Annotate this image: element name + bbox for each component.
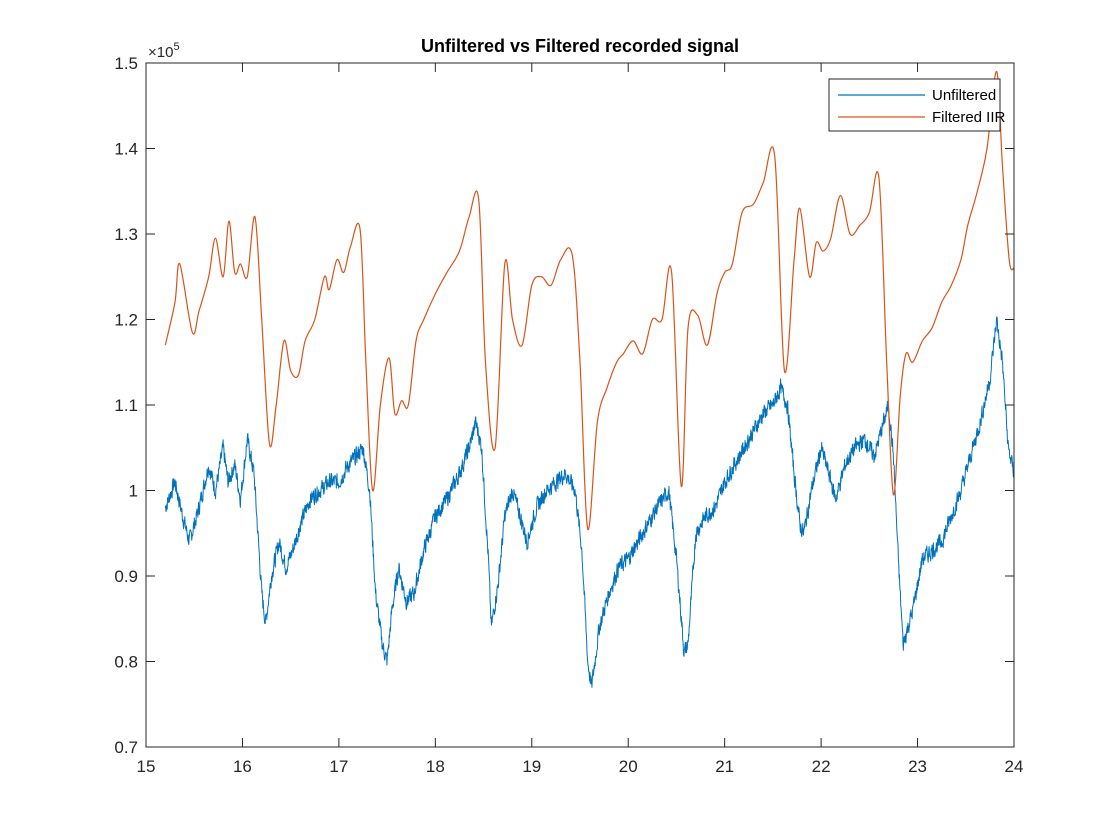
legend-label-unfiltered: Unfiltered: [932, 87, 996, 104]
x-tick-label: 19: [522, 757, 541, 776]
y-axis: 0.7 0.8 0.9 1 1.1 1.2 1.3 1.4 1.5: [114, 54, 1014, 757]
y-tick-label: 0.9: [114, 567, 138, 586]
x-tick-label: 23: [908, 757, 927, 776]
series-line-unfiltered: [164, 316, 1015, 688]
series-line-filtered-iir: [164, 70, 1015, 531]
legend[interactable]: Unfiltered Filtered IIR: [828, 78, 1006, 132]
y-tick-label: 1.5: [114, 54, 138, 73]
y-tick-label: 1: [129, 482, 138, 501]
y-tick-label: 1.3: [114, 225, 138, 244]
y-exponent-label: ×105: [148, 41, 180, 61]
y-tick-label: 1.2: [114, 311, 138, 330]
series-layer: [164, 70, 1015, 688]
x-axis: 15 16 17 18 19 20 21 22 23 24: [137, 63, 1024, 776]
x-tick-label: 18: [426, 757, 445, 776]
x-tick-label: 20: [619, 757, 638, 776]
y-tick-label: 1.4: [114, 140, 138, 159]
y-exponent-power: 5: [173, 41, 179, 53]
legend-label-filtered-iir: Filtered IIR: [932, 109, 1006, 126]
chart-title: Unfiltered vs Filtered recorded signal: [421, 36, 739, 56]
y-tick-label: 0.8: [114, 653, 138, 672]
legend-box: [828, 78, 1001, 132]
plot-area: [146, 63, 1014, 747]
x-tick-label: 17: [329, 757, 348, 776]
x-tick-label: 21: [715, 757, 734, 776]
x-tick-label: 22: [812, 757, 831, 776]
y-tick-label: 1.1: [114, 396, 138, 415]
y-exponent-base: ×10: [148, 44, 173, 61]
x-tick-label: 16: [233, 757, 252, 776]
x-tick-label: 15: [137, 757, 156, 776]
y-tick-label: 0.7: [114, 738, 138, 757]
x-tick-label: 24: [1005, 757, 1024, 776]
